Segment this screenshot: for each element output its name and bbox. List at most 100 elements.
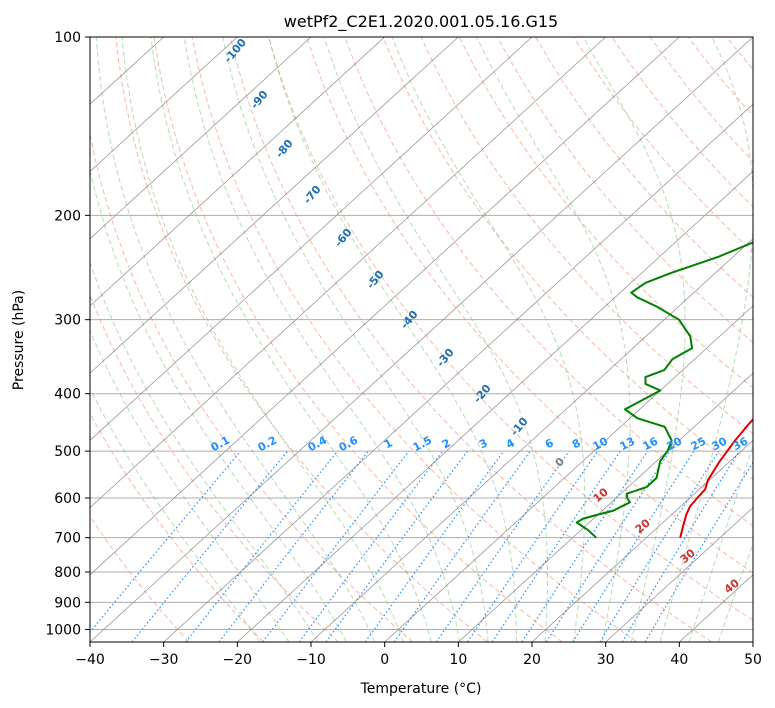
isotherm-line <box>90 37 606 509</box>
dry-adiabat-label: -20 <box>471 382 494 406</box>
mixing-ratio-line <box>90 450 242 633</box>
dry-adiabat-line <box>191 37 638 642</box>
moist-adiabat-label: 40 <box>722 576 742 596</box>
isotherm-line <box>90 37 533 441</box>
mixing-ratio-label: 10 <box>591 434 611 453</box>
moist-adiabat-line <box>222 37 489 642</box>
moist-adiabat-line <box>90 167 347 642</box>
x-tick-label: 0 <box>380 652 389 668</box>
y-tick-label: 700 <box>54 531 81 547</box>
x-tick-label: 10 <box>449 652 467 668</box>
y-tick-label: 100 <box>54 30 81 46</box>
moist-adiabat-label: 30 <box>678 546 698 566</box>
mixing-ratio-line <box>435 450 570 642</box>
x-axis-label: Temperature (°C) <box>360 681 482 697</box>
isotherm-line <box>90 37 753 642</box>
mixing-ratio-label: 3 <box>477 436 490 451</box>
x-tick-label: −20 <box>223 652 253 668</box>
x-tick-label: 50 <box>744 652 762 668</box>
grid-layer <box>90 37 753 642</box>
moist-adiabat-line <box>183 37 461 642</box>
dry-adiabat-line <box>90 515 190 642</box>
y-tick-label: 300 <box>54 313 81 329</box>
dry-adiabat-label: -60 <box>332 226 355 250</box>
plot-frame <box>89 36 754 643</box>
moist-adiabat-line <box>582 37 686 642</box>
y-tick-label: 800 <box>54 565 81 581</box>
dry-adiabat-label: -80 <box>273 137 296 161</box>
isotherm-line <box>90 37 385 307</box>
mixing-ratio-line <box>262 450 410 642</box>
x-tick-label: 20 <box>523 652 541 668</box>
dry-adiabat-line <box>115 37 488 642</box>
x-tick-label: −30 <box>149 652 179 668</box>
y-axis: 100 200 300 400 500 600 700 800 900 1000 <box>45 30 90 638</box>
dry-adiabat-line <box>306 37 753 574</box>
moist-adiabat-line <box>659 37 753 642</box>
dry-adiabat-line <box>344 37 753 527</box>
mixing-ratio-line <box>325 450 468 642</box>
y-axis-label: Pressure (hPa) <box>11 290 27 390</box>
mixing-ratio-line <box>599 450 720 642</box>
y-tick-label: 1000 <box>45 622 81 638</box>
dry-adiabat-label: -50 <box>364 268 387 292</box>
mixing-ratio-label: 20 <box>665 434 685 453</box>
dry-adiabat-line <box>153 37 563 642</box>
mixing-ratio-label: 30 <box>710 434 730 453</box>
dry-adiabat-line <box>535 37 753 298</box>
mixing-ratio-label: 25 <box>689 435 709 454</box>
dry-adiabat-line <box>268 37 753 622</box>
moist-adiabat-label: 10 <box>591 485 611 505</box>
mixing-ratio-line <box>185 450 339 642</box>
moist-adiabat-line <box>476 37 631 642</box>
dry-adiabat-line <box>382 37 753 481</box>
moist-adiabat-line <box>717 542 753 642</box>
isotherm-line <box>531 439 753 642</box>
mixing-ratio-label: 16 <box>641 434 661 453</box>
moist-adiabat-line <box>391 37 586 642</box>
mixing-ratio-line <box>131 450 289 642</box>
isotherm-line <box>90 37 459 374</box>
y-tick-label: 600 <box>54 491 81 507</box>
mixing-ratio-line <box>218 450 369 642</box>
isotherm-line <box>90 37 238 172</box>
dry-adiabat-line <box>90 412 264 642</box>
x-tick-label: −40 <box>75 652 105 668</box>
mixing-ratio-label: 2 <box>440 436 453 451</box>
y-tick-label: 900 <box>54 595 81 611</box>
dry-adiabat-line <box>90 131 414 642</box>
moist-adiabat-line <box>121 37 404 642</box>
mixing-ratio-line <box>491 450 621 642</box>
x-axis: −40 −30 −20 −10 0 10 20 30 40 50 <box>75 642 762 668</box>
temperature-profile-line <box>679 417 753 538</box>
mixing-ratio-line <box>621 450 740 642</box>
y-tick-label: 200 <box>54 208 81 224</box>
x-tick-label: 30 <box>597 652 615 668</box>
mixing-ratio-label: 36 <box>731 434 751 453</box>
mixing-ratio-label: 6 <box>543 436 556 451</box>
dry-adiabat-line <box>420 37 753 435</box>
mixing-ratio-line <box>545 450 671 642</box>
mixing-ratio-label: 13 <box>618 435 638 454</box>
moist-adiabat-line <box>268 37 517 642</box>
isotherm-line <box>384 305 753 642</box>
dry-adiabat-line <box>687 37 753 117</box>
dry-adiabat-label: -100 <box>221 36 249 66</box>
moist-adiabat-line <box>323 37 548 642</box>
mixing-ratio-label: 4 <box>504 436 517 451</box>
y-tick-label: 500 <box>54 444 81 460</box>
dry-adiabat-label: -40 <box>398 308 421 332</box>
chart-title: wetPf2_C2E1.2020.001.05.16.G15 <box>284 12 558 32</box>
series-layer <box>575 241 753 539</box>
isotherm-line <box>237 170 753 642</box>
x-tick-label: −10 <box>296 652 326 668</box>
moist-adiabat-line <box>688 443 753 642</box>
isotherm-line <box>90 37 680 576</box>
y-tick-label: 400 <box>54 387 81 403</box>
mixing-ratio-line <box>572 450 695 642</box>
moist-adiabat-line <box>150 37 432 642</box>
mixing-ratio-line <box>298 450 444 642</box>
x-tick-label: 40 <box>670 652 688 668</box>
isotherm-line <box>163 103 753 642</box>
